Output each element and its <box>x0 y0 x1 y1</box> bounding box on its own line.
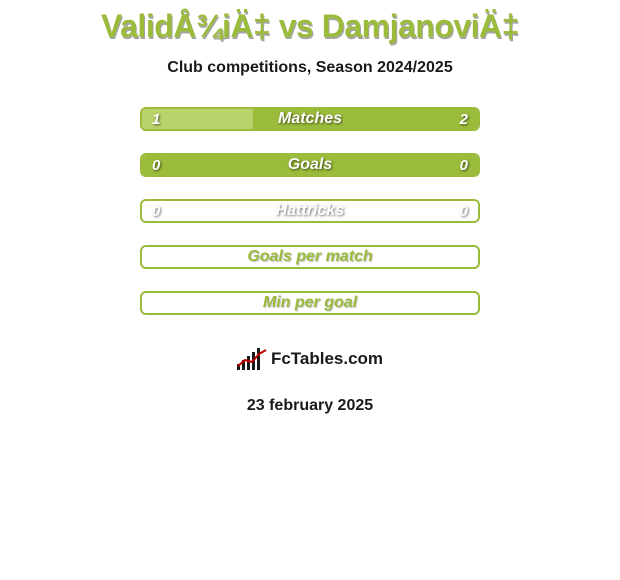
stat-row: Hattricks 0 0 <box>0 199 620 223</box>
page-title: ValidÅ¾iÄ‡ vs DamjanoviÄ‡ <box>0 0 620 45</box>
stat-value-left: 0 <box>152 157 160 174</box>
stats-widget: ValidÅ¾iÄ‡ vs DamjanoviÄ‡ Club competiti… <box>0 0 620 580</box>
stat-row: Goals per match <box>0 245 620 269</box>
stat-value-right: 0 <box>460 203 468 220</box>
player-left-icon <box>10 151 110 179</box>
stat-row: Matches 1 2 <box>0 107 620 131</box>
player-right-icon <box>510 105 610 133</box>
subtitle: Club competitions, Season 2024/2025 <box>0 59 620 77</box>
stat-value-right: 0 <box>460 157 468 174</box>
stat-label: Hattricks <box>276 202 344 220</box>
stat-rows: Matches 1 2 Goals 0 0 Hattricks 0 0 Goals per mat… <box>0 107 620 315</box>
stat-bar: Matches 1 2 <box>140 107 480 131</box>
stat-label: Goals <box>288 156 332 174</box>
stat-value-left: 0 <box>152 203 160 220</box>
stat-row: Goals 0 0 <box>0 153 620 177</box>
player-left-icon <box>10 105 110 133</box>
stat-value-right: 2 <box>460 111 468 128</box>
stat-label: Goals per match <box>247 248 372 266</box>
stat-bar: Goals 0 0 <box>140 153 480 177</box>
logo-text: FcTables.com <box>271 349 383 369</box>
stat-value-left: 1 <box>152 111 160 128</box>
stat-bar: Min per goal <box>140 291 480 315</box>
player-right-icon <box>510 151 610 179</box>
logo[interactable]: FcTables.com <box>202 337 418 381</box>
stat-label: Matches <box>278 110 342 128</box>
stat-bar: Goals per match <box>140 245 480 269</box>
logo-chart-icon <box>237 348 267 370</box>
date: 23 february 2025 <box>0 397 620 415</box>
stat-bar: Hattricks 0 0 <box>140 199 480 223</box>
stat-row: Min per goal <box>0 291 620 315</box>
stat-label: Min per goal <box>263 294 357 312</box>
